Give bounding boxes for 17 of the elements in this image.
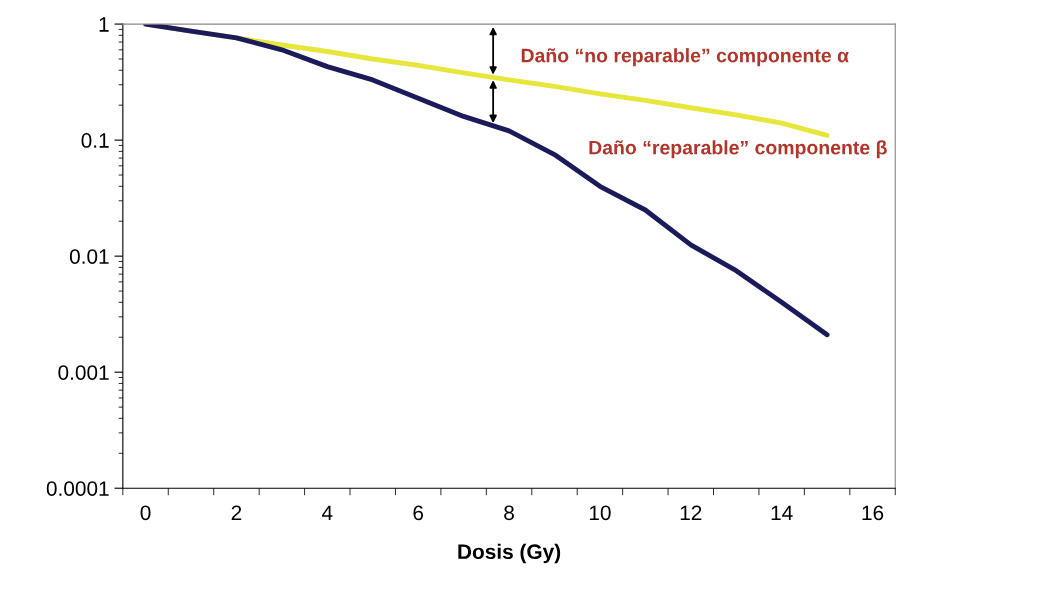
x-tick-label: 4 xyxy=(321,505,333,520)
x-tick-label: 16 xyxy=(862,505,884,521)
y-tick-label: 0.01 xyxy=(69,249,109,264)
y-tick-label: 0.001 xyxy=(58,365,109,380)
y-tick-label: 0.1 xyxy=(81,133,109,148)
y-tick-label: 1 xyxy=(99,17,109,32)
x-tick-label: 2 xyxy=(231,505,242,520)
annotation: Daño “no reparable” componente α xyxy=(521,48,849,67)
x-tick-label: 12 xyxy=(680,505,702,520)
x-tick-label: 10 xyxy=(589,505,611,521)
x-tick-label: 0 xyxy=(140,505,151,521)
x-axis-title: Dosis (Gy) xyxy=(458,543,561,564)
x-tick-label: 8 xyxy=(504,505,514,521)
annotation: Daño “reparable” componente β xyxy=(589,140,887,159)
x-tick-label: 6 xyxy=(413,505,424,521)
x-tick-label: 14 xyxy=(771,505,793,520)
y-tick-label: 0.0001 xyxy=(46,481,109,496)
